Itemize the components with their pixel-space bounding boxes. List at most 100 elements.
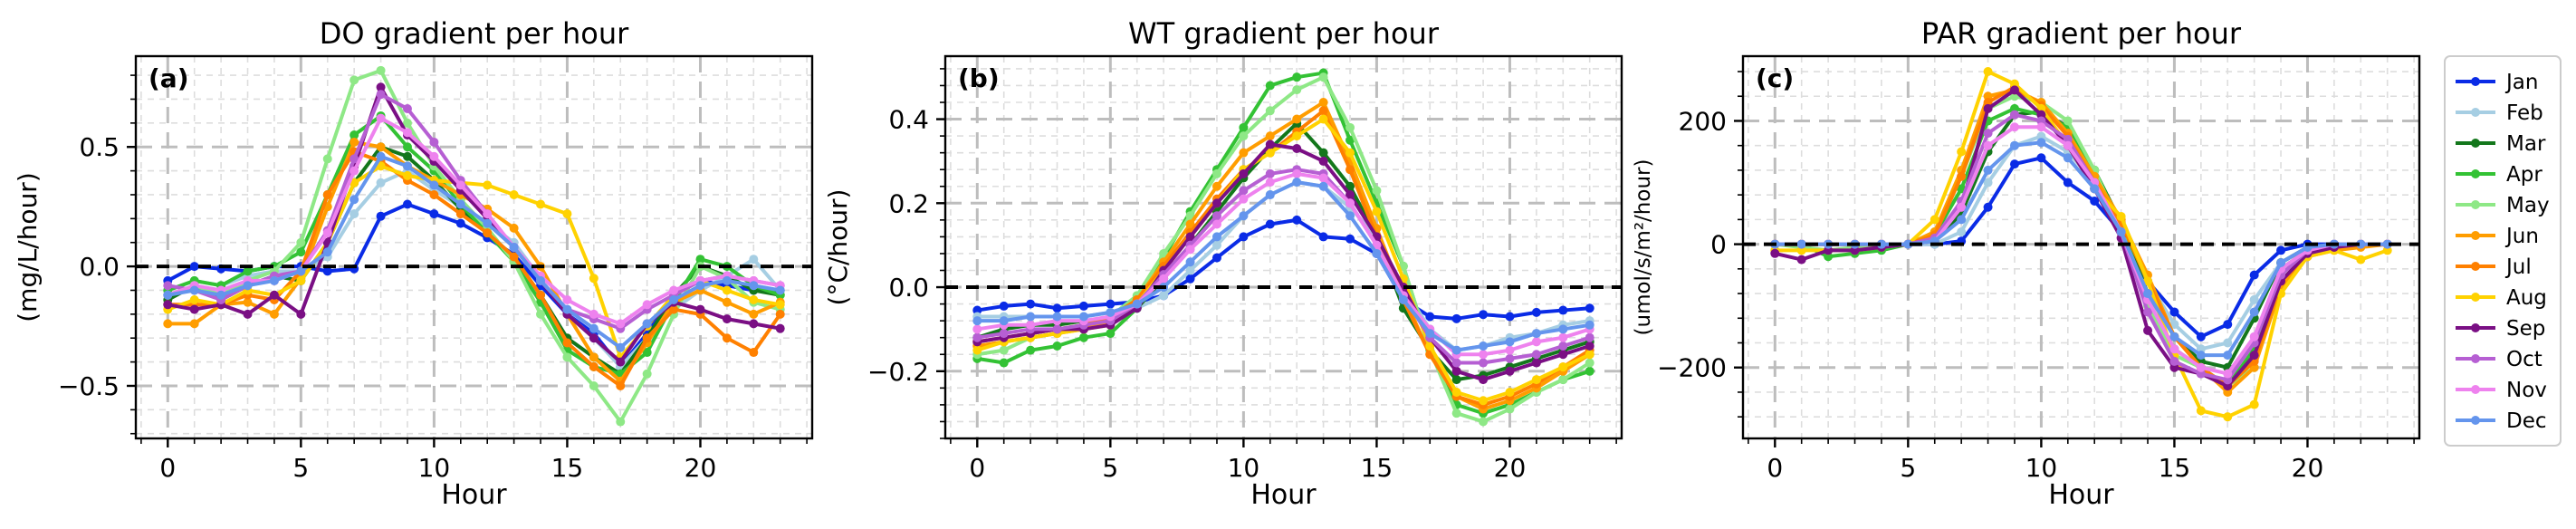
data-point-jan — [1505, 312, 1515, 322]
data-point-dec — [455, 199, 465, 209]
legend-label: Aug — [2506, 286, 2547, 310]
data-point-dec — [376, 151, 386, 161]
data-point-jun — [1185, 219, 1195, 229]
data-point-aug — [775, 300, 785, 310]
legend-item-may: May — [2456, 194, 2550, 217]
legend-swatch-marker — [2471, 108, 2480, 117]
data-point-dec — [2063, 153, 2073, 163]
data-point-dec — [509, 243, 519, 252]
data-point-oct — [1479, 358, 1489, 368]
legend-item-dec: Dec — [2456, 409, 2547, 433]
y-axis-label: (mg/L/hour) — [13, 172, 43, 322]
data-point-may — [1372, 186, 1382, 196]
legend-label: Mar — [2506, 132, 2546, 156]
data-point-nov — [2249, 332, 2259, 341]
data-point-dec — [1398, 294, 1408, 304]
data-point-apr — [695, 255, 705, 264]
data-point-dec — [1106, 307, 1116, 317]
legend-swatch-marker — [2471, 293, 2480, 302]
data-point-sep — [1796, 255, 1806, 264]
data-point-may — [402, 118, 412, 128]
data-point-sep — [1265, 139, 1275, 149]
legend-swatch-marker — [2471, 169, 2480, 178]
chart-title: DO gradient per hour — [320, 16, 629, 51]
data-point-jan — [2090, 196, 2100, 206]
data-point-nov — [1479, 350, 1489, 360]
data-point-jan — [2196, 332, 2206, 341]
data-point-jan — [1185, 274, 1195, 284]
x-tick-label: 15 — [1361, 453, 1393, 483]
data-point-nov — [589, 309, 599, 319]
data-point-may — [1451, 409, 1461, 418]
data-point-dec — [483, 218, 493, 228]
data-point-sep — [269, 290, 279, 300]
data-point-jun — [350, 137, 359, 147]
plot-frame — [1741, 54, 2421, 440]
data-point-nov — [1159, 274, 1169, 284]
data-point-mar — [402, 151, 412, 161]
data-point-dec — [616, 342, 626, 352]
data-point-aug — [1983, 67, 1993, 77]
data-point-jun — [509, 223, 519, 233]
legend-swatch-marker — [2471, 231, 2480, 240]
data-point-dec — [2276, 258, 2286, 268]
data-point-jan — [2223, 320, 2233, 330]
data-point-jan — [1585, 303, 1594, 313]
data-point-dec — [296, 266, 306, 276]
x-tick-label: 5 — [1900, 453, 1916, 483]
data-point-sep — [589, 333, 599, 343]
data-point-sep — [1292, 144, 1302, 154]
data-point-aug — [2356, 255, 2366, 264]
data-point-jan — [1318, 232, 1328, 242]
data-point-aug — [1505, 387, 1515, 397]
legend-item-jan: Jan — [2456, 71, 2538, 94]
data-point-jul — [562, 338, 572, 348]
data-point-jan — [2036, 153, 2046, 163]
data-point-dec — [1265, 190, 1275, 200]
data-point-apr — [402, 142, 412, 152]
data-point-apr — [1265, 81, 1275, 91]
data-point-sep — [1770, 248, 1780, 258]
data-point-aug — [1265, 148, 1275, 158]
data-point-may — [2063, 116, 2073, 126]
data-point-apr — [1239, 122, 1249, 132]
legend-label: Sep — [2506, 317, 2545, 341]
data-point-aug — [2196, 406, 2206, 416]
data-point-sep — [1318, 156, 1328, 166]
data-point-aug — [1585, 350, 1594, 360]
x-tick-label: 15 — [2159, 453, 2191, 483]
data-point-may — [1345, 122, 1355, 132]
data-point-nov — [402, 128, 412, 138]
data-point-dec — [1239, 211, 1249, 221]
data-point-feb — [1983, 178, 1993, 188]
x-tick-label: 5 — [292, 453, 309, 483]
data-point-jul — [322, 189, 332, 199]
data-point-dec — [1796, 239, 1806, 249]
data-point-nov — [1318, 173, 1328, 183]
data-point-dec — [775, 285, 785, 295]
data-point-jun — [189, 319, 199, 329]
series-line-sep — [1773, 88, 2389, 389]
data-point-sep — [1185, 232, 1195, 242]
data-point-feb — [1957, 226, 1967, 236]
data-point-dec — [1372, 248, 1382, 258]
data-point-sep — [695, 304, 705, 314]
legend-swatch-marker — [2471, 385, 2480, 394]
data-point-aug — [722, 285, 732, 295]
data-point-sep — [1558, 350, 1568, 360]
data-point-jul — [669, 304, 679, 314]
data-point-jun — [1318, 98, 1328, 108]
data-point-jun — [1211, 181, 1221, 191]
legend-swatch-marker — [2471, 77, 2480, 86]
data-point-dec — [2143, 289, 2153, 299]
data-point-jul — [722, 333, 732, 343]
data-point-sep — [376, 82, 386, 92]
data-point-dec — [2036, 138, 2046, 148]
data-point-jun — [749, 309, 759, 319]
data-point-nov — [1983, 140, 1993, 150]
data-point-jan — [1106, 299, 1116, 309]
data-point-feb — [1211, 240, 1221, 250]
panel-label: (b) — [958, 63, 1000, 93]
data-point-nov — [1185, 245, 1195, 255]
legend: Jan Feb Mar Apr May Jun Jul Aug Sep Oct Nov Dec — [2444, 55, 2562, 447]
